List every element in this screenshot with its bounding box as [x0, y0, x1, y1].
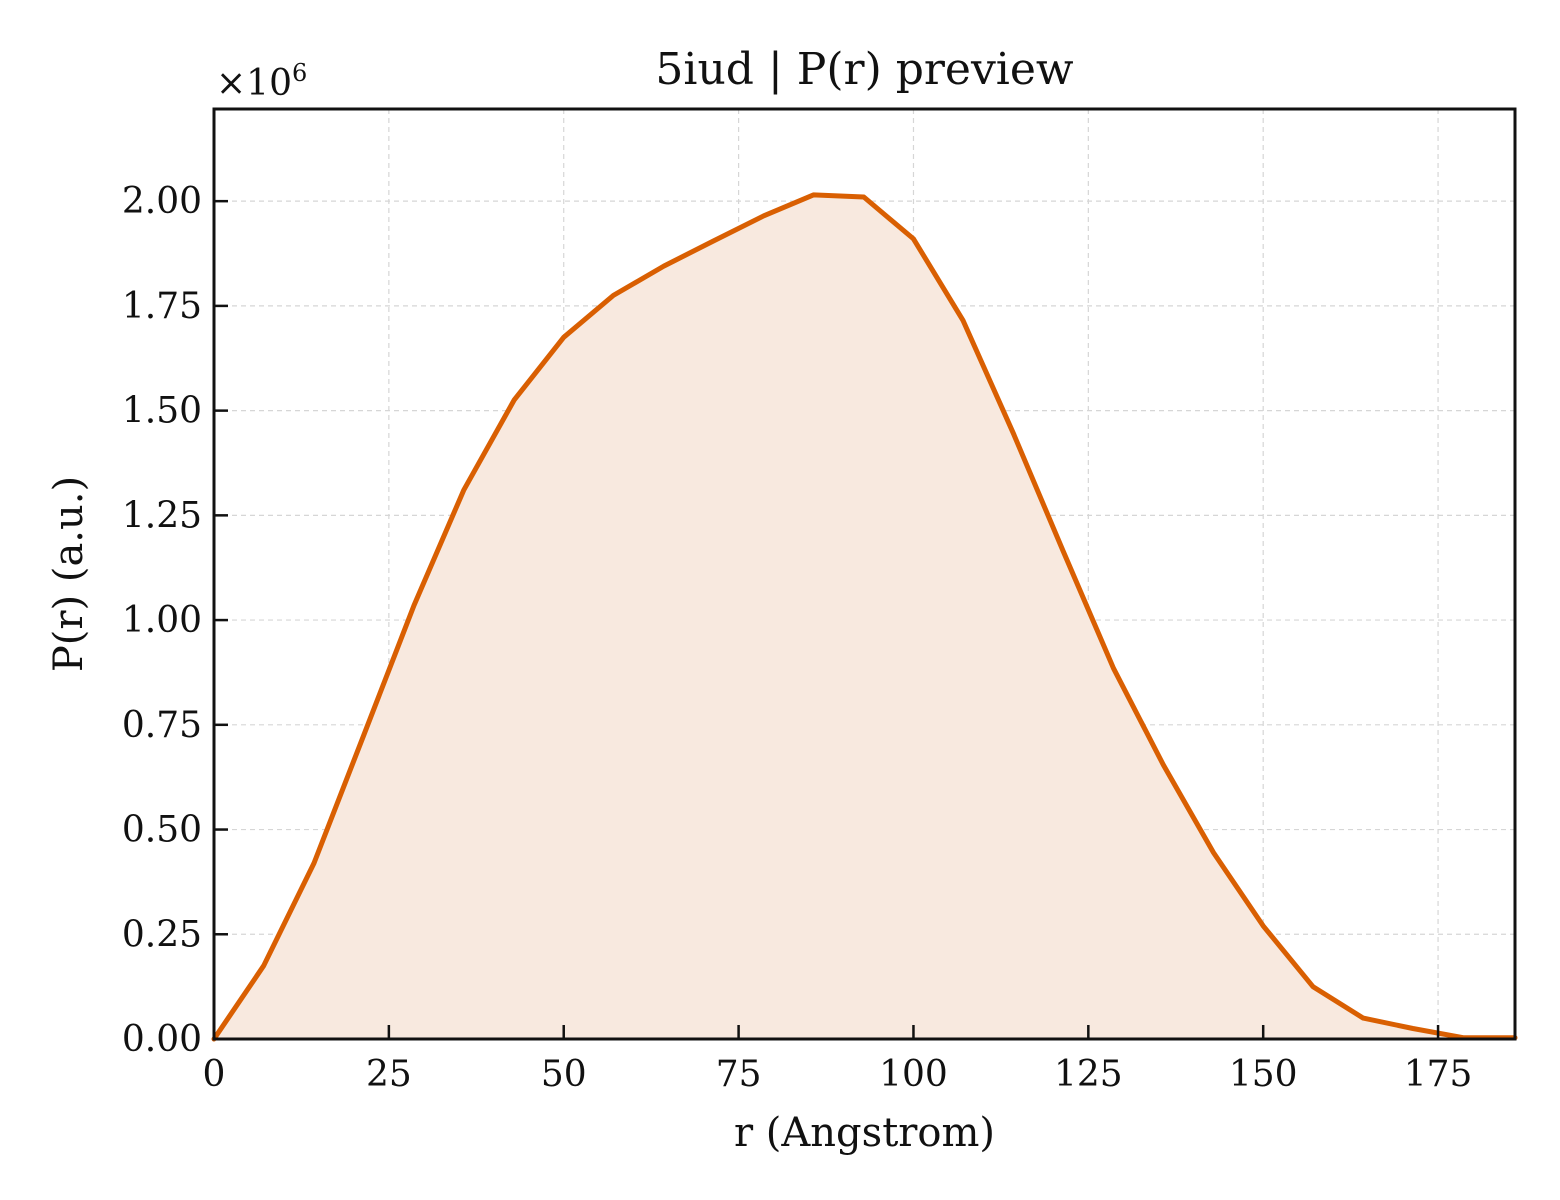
- y-scale-exponent: 6: [292, 59, 307, 87]
- x-tick-label: 25: [366, 1054, 412, 1095]
- y-tick-label: 0.25: [122, 914, 202, 955]
- x-tick-label: 50: [541, 1054, 587, 1095]
- x-tick-label: 175: [1404, 1054, 1473, 1095]
- line-layer: [211, 192, 1518, 1042]
- y-tick-label: 0.00: [122, 1019, 202, 1060]
- y-tick-label: 1.00: [122, 600, 202, 641]
- x-tick-label: 150: [1229, 1054, 1298, 1095]
- y-tick-label: 0.50: [122, 810, 202, 851]
- pr-series-line: [211, 192, 1518, 1042]
- pr-area-fill: [214, 194, 1515, 1039]
- y-tick-label: 1.50: [122, 391, 202, 432]
- x-axis-title: r (Angstrom): [734, 1110, 995, 1156]
- x-tick-label: 100: [879, 1054, 948, 1095]
- x-tick-label: 125: [1054, 1054, 1123, 1095]
- y-axis-title: P(r) (a.u.): [46, 476, 92, 672]
- y-tick-label: 1.25: [122, 495, 202, 536]
- y-tick-label: 2.00: [122, 181, 202, 222]
- plot-frame: [212, 107, 1517, 1041]
- area-layer: [214, 194, 1515, 1039]
- y-tick-label: 0.75: [122, 705, 202, 746]
- y-tick-label: 1.75: [122, 286, 202, 327]
- chart-title: 5iud | P(r) preview: [655, 44, 1074, 95]
- y-scale-multiplier: ×106: [216, 59, 307, 104]
- ticks-layer: [212, 199, 1440, 1041]
- x-tick-label: 75: [716, 1054, 762, 1095]
- y-scale-prefix: ×10: [216, 63, 292, 104]
- x-tick-label: 0: [203, 1054, 226, 1095]
- labels-layer: 0 25 50 75 100 125 150 175 0.00 0.25 0.50 0.75 1.00 1…: [122, 181, 1473, 1095]
